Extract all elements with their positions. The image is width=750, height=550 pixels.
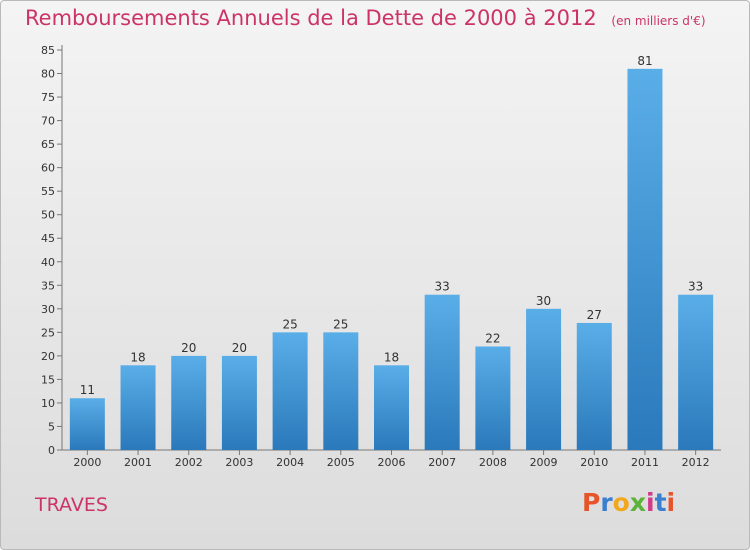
y-tick-label: 60 (41, 162, 55, 175)
bar (69, 398, 105, 450)
bar (526, 308, 562, 450)
y-tick-label: 75 (41, 91, 55, 104)
bar-value-label: 81 (637, 54, 652, 68)
y-tick-label: 55 (41, 185, 55, 198)
y-tick-label: 15 (41, 373, 55, 386)
logo-letter: t (654, 488, 667, 517)
y-tick-label: 35 (41, 279, 55, 292)
logo-letter: r (600, 488, 613, 517)
y-tick-label: 80 (41, 68, 55, 81)
bar (424, 294, 460, 450)
bar (374, 365, 409, 450)
bar (678, 294, 714, 450)
bar (323, 332, 359, 450)
bar-value-label: 33 (435, 280, 450, 294)
chart-unit: (en milliers d'€) (611, 14, 706, 28)
bar (221, 355, 257, 450)
bar (627, 68, 663, 450)
logo-letter: x (629, 488, 646, 517)
y-tick-label: 45 (41, 232, 55, 245)
x-tick-label: 2008 (479, 456, 507, 469)
bar-value-label: 20 (232, 341, 247, 355)
logo-letter: o (612, 488, 630, 517)
x-tick-label: 2010 (580, 456, 608, 469)
bar (475, 346, 511, 450)
x-tick-label: 2006 (378, 456, 406, 469)
y-tick-label: 70 (41, 115, 55, 128)
bar-value-label: 27 (587, 308, 602, 322)
y-tick-label: 20 (41, 350, 55, 363)
logo-letter: i (666, 488, 676, 517)
y-tick-label: 85 (41, 44, 55, 57)
bar-value-label: 25 (333, 317, 348, 331)
y-tick-label: 10 (41, 397, 55, 410)
bar-value-label: 25 (282, 317, 297, 331)
town-name: TRAVES (35, 494, 108, 516)
y-tick-label: 0 (48, 444, 55, 457)
bar-value-label: 22 (485, 331, 500, 345)
bar-value-label: 18 (384, 350, 399, 364)
bar (576, 322, 612, 450)
x-tick-label: 2009 (530, 456, 558, 469)
chart-title: Remboursements Annuels de la Dette de 20… (25, 6, 706, 30)
proxiti-logo: Proxiti (582, 488, 675, 517)
bar (272, 332, 308, 450)
bar-value-label: 18 (130, 350, 145, 364)
logo-letter: P (582, 488, 601, 517)
x-tick-label: 2002 (175, 456, 203, 469)
x-tick-label: 2011 (631, 456, 659, 469)
bar (120, 365, 156, 450)
bar-value-label: 11 (80, 383, 95, 397)
bar-value-label: 30 (536, 294, 551, 308)
logo-letter: i (646, 488, 655, 517)
x-tick-label: 2001 (124, 456, 152, 469)
x-tick-label: 2000 (73, 456, 101, 469)
y-tick-label: 65 (41, 138, 55, 151)
y-tick-label: 50 (41, 209, 55, 222)
y-tick-label: 5 (48, 420, 55, 433)
bar (171, 355, 207, 450)
x-tick-label: 2012 (682, 456, 710, 469)
x-tick-label: 2004 (276, 456, 304, 469)
chart-title-text: Remboursements Annuels de la Dette de 20… (25, 6, 597, 30)
x-tick-label: 2007 (428, 456, 456, 469)
y-tick-label: 30 (41, 303, 55, 316)
x-tick-label: 2003 (225, 456, 253, 469)
x-tick-label: 2005 (327, 456, 355, 469)
y-tick-label: 40 (41, 256, 55, 269)
bar-value-label: 20 (181, 341, 196, 355)
bar-value-label: 33 (688, 280, 703, 294)
y-tick-label: 25 (41, 326, 55, 339)
